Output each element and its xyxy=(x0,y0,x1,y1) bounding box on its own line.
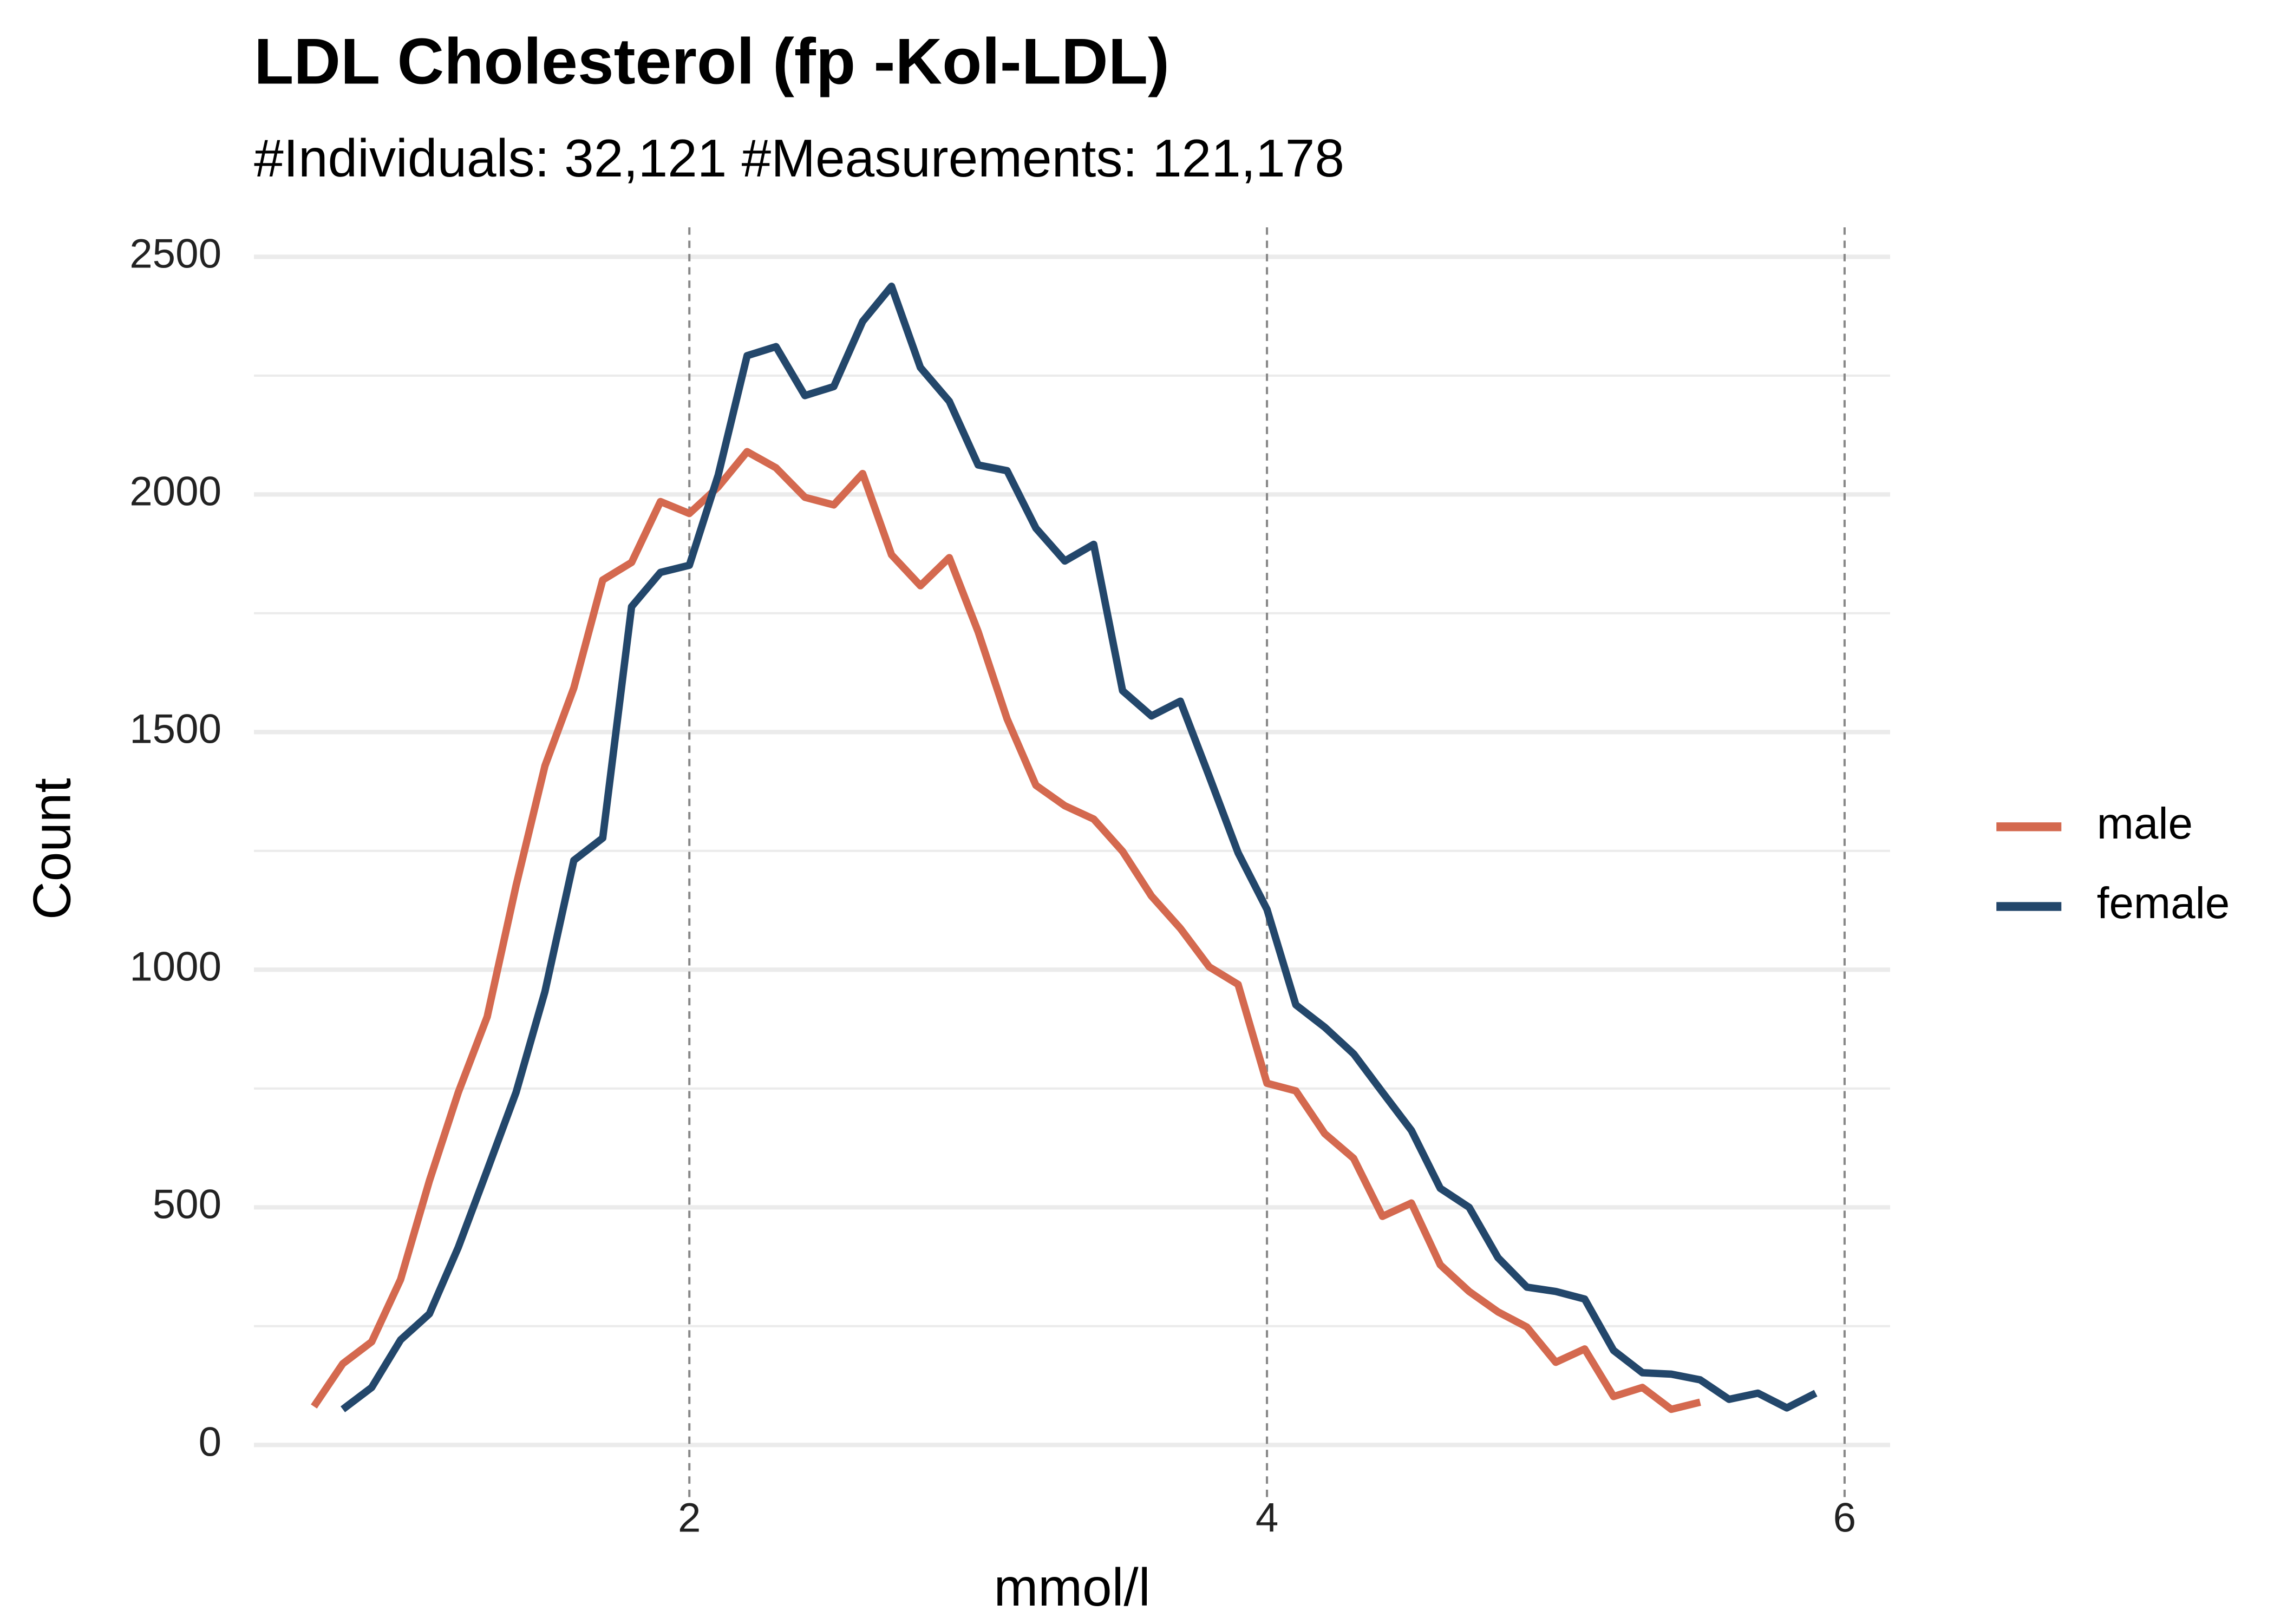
x-tick-label: 4 xyxy=(1256,1495,1278,1541)
series-line xyxy=(311,448,1701,1413)
x-tick-label: 2 xyxy=(678,1495,701,1541)
y-tick-label: 2500 xyxy=(129,231,221,277)
y-tick-label: 1000 xyxy=(129,944,221,990)
legend-label: female xyxy=(2097,879,2230,928)
y-tick-label: 0 xyxy=(199,1419,221,1465)
chart-title: LDL Cholesterol (fp -Kol-LDL) xyxy=(254,25,1169,97)
y-tick-label: 2000 xyxy=(129,469,221,515)
x-tick-label: 6 xyxy=(1833,1495,1856,1541)
y-axis-title: Count xyxy=(22,778,82,920)
y-tick-label: 1500 xyxy=(129,706,221,752)
chart-subtitle: #Individuals: 32,121 #Measurements: 121,… xyxy=(254,128,1344,188)
legend-label: male xyxy=(2097,799,2193,848)
y-tick-label: 500 xyxy=(153,1181,221,1227)
series-line xyxy=(341,283,1818,1412)
x-axis-title: mmol/l xyxy=(994,1557,1150,1617)
